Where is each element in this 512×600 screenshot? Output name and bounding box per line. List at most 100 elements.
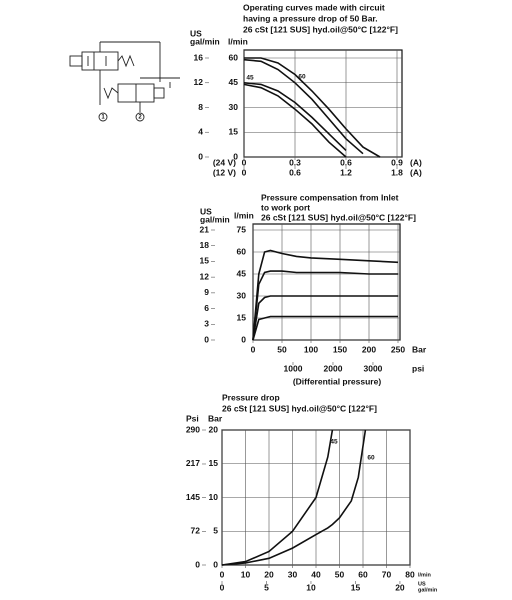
y-tick-label: 75 <box>237 224 247 234</box>
title: having a pressure drop of 50 Bar. <box>243 13 378 23</box>
x-tick-label: 200 <box>362 344 376 354</box>
title: 26 cSt [121 SUS] hyd.oil@50°C [122°F] <box>261 212 416 222</box>
x-tick-label: 0.9 <box>391 157 403 167</box>
y-tick-label: 30 <box>229 102 239 112</box>
xlabel: (24 V) <box>213 157 236 167</box>
hydraulic-schematic: 1 2 <box>69 41 180 122</box>
curve <box>221 429 367 566</box>
y-tick-label: 0 <box>233 151 238 161</box>
x2-tick-label: 2000 <box>324 363 343 373</box>
y2-tick-label: 217 <box>186 458 200 468</box>
curve <box>252 270 398 341</box>
plot-frame <box>252 223 401 341</box>
x2-tick-label: 0 <box>242 167 247 177</box>
curve <box>244 57 381 158</box>
curve <box>252 295 398 341</box>
x2-tick-label: 1.2 <box>340 167 352 177</box>
y-tick-label: 10 <box>209 492 219 502</box>
x-caption: (Differential pressure) <box>293 376 381 386</box>
y2-tick-label: 6 <box>204 303 209 313</box>
x-tick-label: 50 <box>277 344 287 354</box>
y2-tick-label: 290 <box>186 424 200 434</box>
x2label: gal/min <box>418 587 438 593</box>
port-label: 1 <box>101 115 105 121</box>
title: Pressure drop <box>222 392 280 402</box>
y2-tick-label: 18 <box>200 240 210 250</box>
x2-tick-label: 1000 <box>284 363 303 373</box>
curve <box>243 83 347 158</box>
x2-tick-label: 5 <box>264 582 269 592</box>
y-tick-label: 30 <box>237 290 247 300</box>
curve <box>243 82 347 151</box>
ylabel: l/min <box>228 36 248 46</box>
y-tick-label: 45 <box>229 77 239 87</box>
y-tick-label: 45 <box>237 268 247 278</box>
x2-unit: (A) <box>410 167 422 177</box>
x-tick-label: 0.3 <box>289 157 301 167</box>
y2label: US <box>190 28 202 38</box>
x-tick-label: 80 <box>405 569 415 579</box>
y2-tick-label: 0 <box>195 559 200 569</box>
y2-tick-label: 0 <box>198 151 203 161</box>
title: 26 cSt [121 SUS] hyd.oil@50°C [122°F] <box>222 403 377 413</box>
y-tick-label: 15 <box>237 312 247 322</box>
x2-tick-label: 1.8 <box>391 167 403 177</box>
x2-tick-label: 20 <box>395 582 405 592</box>
y2-tick-label: 9 <box>204 287 209 297</box>
y-tick-label: 60 <box>237 246 247 256</box>
curve-label: 60 <box>367 455 375 462</box>
y2label: Psi <box>186 413 199 423</box>
ylabel: Bar <box>208 413 223 423</box>
x-tick-label: 10 <box>241 569 251 579</box>
y2-tick-label: 0 <box>204 334 209 344</box>
curve <box>252 315 398 341</box>
y-tick-label: 5 <box>213 526 218 536</box>
y2-tick-label: 4 <box>198 127 203 137</box>
y2label: gal/min <box>190 36 220 46</box>
curve <box>221 429 334 566</box>
port-label: 2 <box>138 115 142 121</box>
x2-tick-label: 10 <box>306 582 316 592</box>
title: Pressure compensation from Inlet <box>261 192 399 202</box>
ylabel: l/min <box>234 210 254 220</box>
x2-tick-label: 0 <box>220 582 225 592</box>
y2-tick-label: 3 <box>204 319 209 329</box>
y-tick-label: 20 <box>209 424 219 434</box>
x-tick-label: 0 <box>251 344 256 354</box>
curve <box>243 58 364 155</box>
title: 26 cSt [121 SUS] hyd.oil@50°C [122°F] <box>243 24 398 34</box>
xlabel: l/min <box>418 572 431 578</box>
y2label: gal/min <box>200 214 230 224</box>
x2-tick-label: 15 <box>351 582 361 592</box>
x2-tick-label: 0.6 <box>289 167 301 177</box>
x-tick-label: 40 <box>311 569 321 579</box>
y2-tick-label: 16 <box>194 52 204 62</box>
y2-tick-label: 8 <box>198 102 203 112</box>
y2-tick-label: 21 <box>200 224 210 234</box>
y-tick-label: 15 <box>229 127 239 137</box>
curve-label: 45 <box>246 75 254 82</box>
x-tick-label: 100 <box>304 344 318 354</box>
x2-tick-label: 3000 <box>364 363 383 373</box>
x-tick-label: 0.6 <box>340 157 352 167</box>
x-tick-label: 150 <box>333 344 347 354</box>
curve <box>252 249 399 341</box>
x-tick-label: 0 <box>220 569 225 579</box>
x-unit: (A) <box>410 157 422 167</box>
xlabel: Bar <box>412 344 427 354</box>
y-tick-label: 0 <box>241 334 246 344</box>
x-tick-label: 70 <box>382 569 392 579</box>
x2label: (12 V) <box>213 167 236 177</box>
x-tick-label: 250 <box>391 344 405 354</box>
x2label: US <box>418 581 426 587</box>
x2label: psi <box>412 363 424 373</box>
x-tick-label: 50 <box>335 569 345 579</box>
y2label: US <box>200 206 212 216</box>
y2-tick-label: 145 <box>186 492 200 502</box>
y2-tick-label: 15 <box>200 256 210 266</box>
y-tick-label: 60 <box>229 52 239 62</box>
y2-tick-label: 12 <box>194 77 204 87</box>
y-tick-label: 15 <box>209 458 219 468</box>
x-tick-label: 30 <box>288 569 298 579</box>
